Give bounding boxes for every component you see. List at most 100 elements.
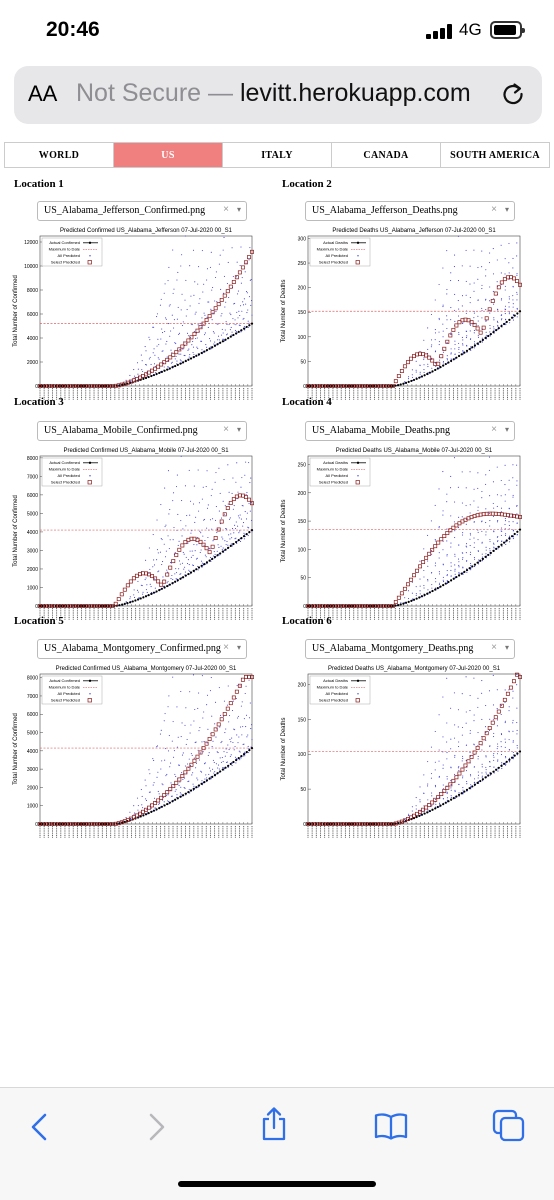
all-predicted-point xyxy=(239,265,241,267)
all-predicted-point xyxy=(466,560,468,562)
all-predicted-point xyxy=(407,815,410,817)
actual-point xyxy=(144,595,148,598)
legend-label: Maximum to Date xyxy=(49,467,81,472)
all-predicted-point xyxy=(516,299,518,301)
all-predicted-point xyxy=(423,587,425,589)
legend-swatch xyxy=(356,241,360,244)
forward-icon[interactable] xyxy=(144,1112,168,1142)
all-predicted-point xyxy=(470,784,472,786)
book-icon[interactable] xyxy=(374,1112,408,1140)
clear-icon[interactable]: × xyxy=(491,642,497,653)
share-icon[interactable] xyxy=(259,1106,289,1142)
address-bar[interactable]: AA Not Secure — levitt.herokuapp.com xyxy=(14,66,542,124)
reload-icon[interactable] xyxy=(500,81,526,107)
battery-icon xyxy=(490,21,525,39)
actual-point xyxy=(391,384,394,388)
all-predicted-point xyxy=(465,711,467,713)
actual-point xyxy=(373,604,376,608)
y-tick-label: 100 xyxy=(298,752,307,758)
select-predicted-point xyxy=(466,759,471,764)
location-2-select[interactable]: US_Alabama_Jefferson_Deaths.png × ▾ xyxy=(305,201,515,221)
all-predicted-point xyxy=(176,746,178,748)
all-predicted-point xyxy=(485,483,487,485)
actual-point xyxy=(450,359,453,363)
all-predicted-point xyxy=(497,548,499,550)
all-predicted-point xyxy=(458,347,460,349)
actual-point xyxy=(510,756,514,759)
all-predicted-point xyxy=(454,340,456,342)
all-predicted-point xyxy=(492,674,494,676)
all-predicted-point xyxy=(512,295,514,297)
location-1-select[interactable]: US_Alabama_Jefferson_Confirmed.png × ▾ xyxy=(37,201,247,221)
all-predicted-point xyxy=(138,597,140,599)
all-predicted-point xyxy=(203,518,206,520)
tab-canada[interactable]: CANADA xyxy=(332,143,441,167)
all-predicted-point xyxy=(485,331,487,333)
all-predicted-point xyxy=(189,337,192,339)
all-predicted-point xyxy=(189,691,191,693)
all-predicted-point xyxy=(247,734,249,736)
all-predicted-point xyxy=(228,749,230,751)
url-text[interactable]: Not Secure — levitt.herokuapp.com xyxy=(76,79,486,108)
all-predicted-point xyxy=(195,516,197,518)
all-predicted-point xyxy=(223,767,225,769)
all-predicted-point xyxy=(481,541,483,543)
location-6-select[interactable]: US_Alabama_Montgomery_Deaths.png × ▾ xyxy=(305,639,515,659)
actual-point xyxy=(219,552,222,555)
select-predicted-point xyxy=(153,366,158,371)
all-predicted-point xyxy=(176,318,178,320)
clear-icon[interactable]: × xyxy=(491,424,497,435)
all-predicted-point xyxy=(470,349,472,352)
actual-point xyxy=(121,603,124,606)
tab-world[interactable]: WORLD xyxy=(5,143,114,167)
all-predicted-point xyxy=(501,763,503,765)
clear-icon[interactable]: × xyxy=(223,424,229,435)
all-predicted-point xyxy=(226,333,228,335)
all-predicted-point xyxy=(485,522,487,524)
tab-south-america[interactable]: SOUTH AMERICA xyxy=(450,149,540,161)
all-predicted-point xyxy=(215,310,217,312)
select-predicted-point xyxy=(439,792,444,797)
tab-italy[interactable]: ITALY xyxy=(223,143,332,167)
actual-point xyxy=(158,371,161,375)
all-predicted-point xyxy=(500,319,503,321)
all-predicted-point xyxy=(174,358,176,360)
y-tick-label: 50 xyxy=(300,787,306,793)
all-predicted-point xyxy=(461,516,463,518)
all-predicted-point xyxy=(215,763,217,765)
all-predicted-point xyxy=(248,259,250,261)
clear-icon[interactable]: × xyxy=(491,204,497,215)
location-5-select[interactable]: US_Alabama_Montgomery_Confirmed.png × ▾ xyxy=(37,639,247,659)
tab-us[interactable]: US xyxy=(114,143,223,167)
back-icon[interactable] xyxy=(28,1112,52,1142)
all-predicted-point xyxy=(442,736,444,738)
y-axis-label: Total Number of Confirmed xyxy=(13,275,19,347)
legend-swatch xyxy=(87,260,92,265)
select-predicted-point xyxy=(508,685,513,690)
select-predicted-point xyxy=(445,339,450,344)
all-predicted-point xyxy=(190,556,192,558)
select-predicted-point xyxy=(250,675,254,679)
all-predicted-point xyxy=(419,810,421,812)
all-predicted-point xyxy=(197,283,199,285)
actual-point xyxy=(500,764,503,767)
clear-icon[interactable]: × xyxy=(223,642,229,653)
clear-icon[interactable]: × xyxy=(223,204,229,215)
all-predicted-point xyxy=(133,377,135,379)
location-3-select[interactable]: US_Alabama_Mobile_Confirmed.png × ▾ xyxy=(37,421,247,441)
all-predicted-point xyxy=(164,487,166,489)
actual-point xyxy=(242,535,246,538)
all-predicted-point xyxy=(191,754,193,756)
all-predicted-point xyxy=(481,337,483,339)
all-predicted-point xyxy=(133,594,135,596)
actual-point xyxy=(309,604,312,608)
reader-aa-button[interactable]: AA xyxy=(28,81,58,106)
all-predicted-point xyxy=(136,589,139,591)
all-predicted-point xyxy=(167,470,170,472)
actual-point xyxy=(203,563,206,566)
all-predicted-point xyxy=(206,268,209,270)
location-4-select[interactable]: US_Alabama_Mobile_Deaths.png × ▾ xyxy=(305,421,515,441)
tabs-icon[interactable] xyxy=(492,1109,526,1143)
all-predicted-point xyxy=(170,330,172,332)
all-predicted-point xyxy=(208,752,210,754)
